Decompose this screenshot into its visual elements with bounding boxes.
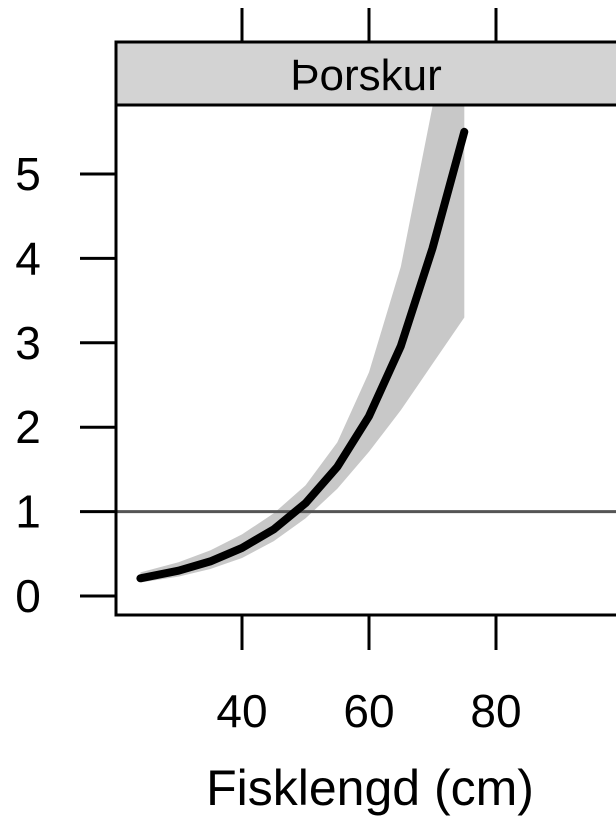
panel-strip — [114, 40, 616, 107]
y-tick-label: 2 — [15, 401, 41, 453]
y-tick-label: 4 — [15, 232, 41, 284]
x-tick-label: 60 — [343, 685, 394, 737]
x-axis: 40 60 80 — [216, 8, 522, 737]
x-axis-title: Fisklengd (cm) — [206, 760, 534, 816]
fitted-curve-layer — [136, 127, 469, 583]
y-tick-label: 3 — [15, 317, 41, 369]
panel-strip-label: Þorskur — [290, 51, 442, 100]
x-tick-label: 80 — [470, 685, 521, 737]
y-tick-label: 1 — [15, 486, 41, 538]
y-tick-label: 0 — [15, 570, 41, 622]
y-tick-label: 5 — [15, 148, 41, 200]
fitted-curve — [136, 127, 469, 583]
x-tick-label: 40 — [216, 685, 267, 737]
panel-frame — [114, 103, 616, 617]
y-axis: 0 1 2 3 4 5 — [15, 148, 116, 622]
